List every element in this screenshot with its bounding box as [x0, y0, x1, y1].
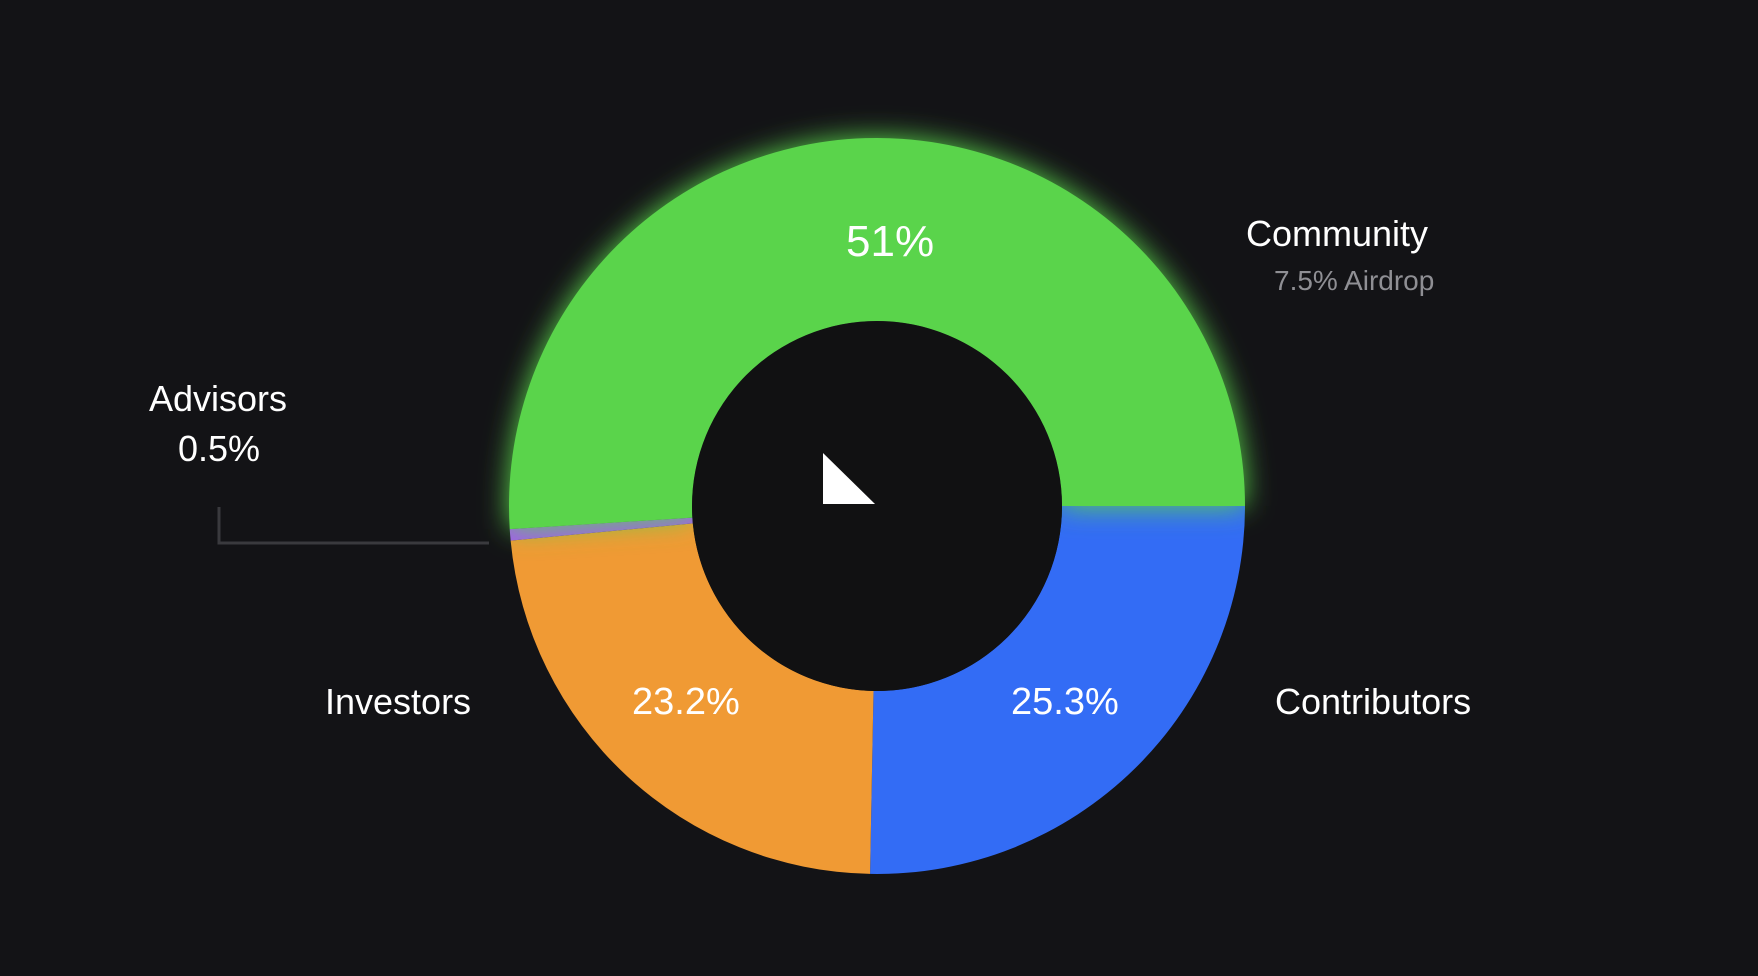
investors-value-label: 23.2% [632, 681, 740, 723]
community-label: Community [1246, 213, 1429, 254]
advisors-value-label: 0.5% [178, 428, 261, 469]
slice-contributors [870, 506, 1245, 874]
community-airdrop-note: 7.5% Airdrop [1274, 265, 1435, 296]
slice-community [509, 137, 1246, 530]
slice-advisors [509, 517, 693, 541]
advisors-label: Advisors [149, 378, 288, 419]
advisors-leader-line [217, 507, 489, 545]
investors-label: Investors [325, 681, 472, 722]
contributors-label: Contributors [1275, 681, 1472, 722]
community-value-label: 51% [846, 217, 935, 266]
logo-mark-icon [823, 453, 875, 504]
contributors-value-label: 25.3% [1011, 681, 1119, 723]
slice-investors [510, 523, 874, 874]
donut-hole [692, 321, 1062, 691]
